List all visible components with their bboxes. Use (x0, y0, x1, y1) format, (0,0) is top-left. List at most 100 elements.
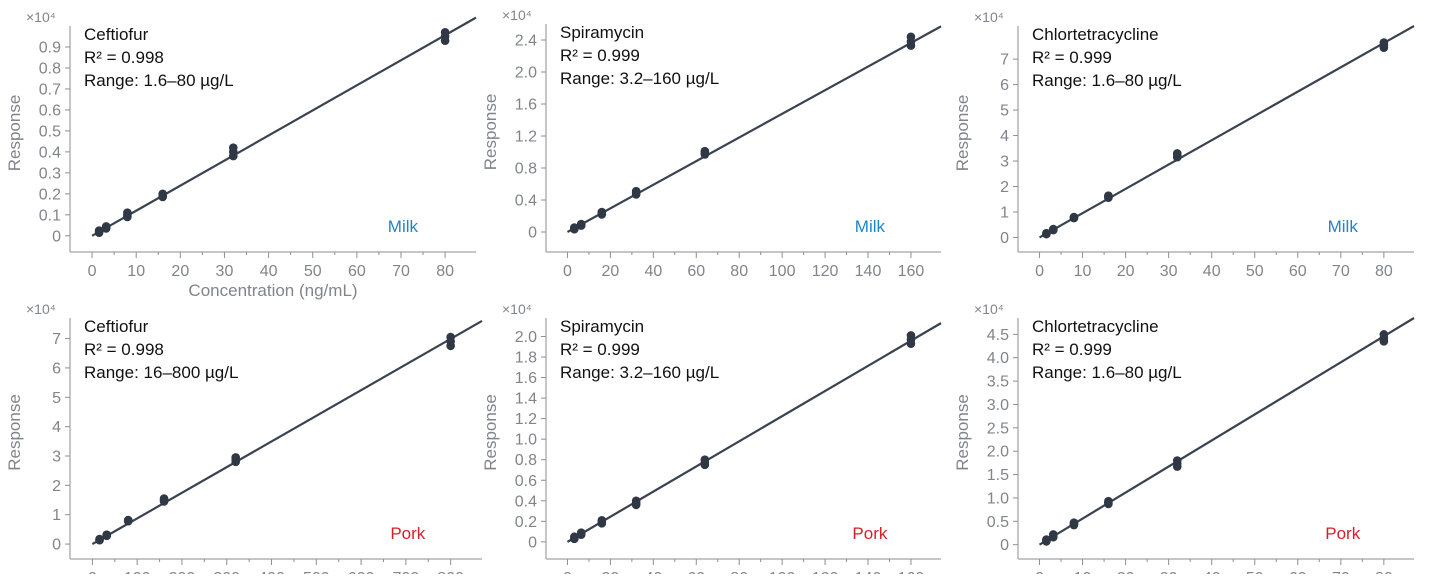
data-point (101, 222, 111, 231)
x-tick-label: 50 (1246, 570, 1264, 574)
x-tick-label: 40 (644, 570, 662, 574)
x-tick-label: 50 (1246, 263, 1264, 280)
y-tick-label: 1.4 (515, 391, 537, 408)
compound-title: Chlortetracycline (1032, 25, 1159, 44)
y-axis-label: Response (481, 394, 500, 471)
y-axis-label: Response (481, 94, 500, 171)
data-point (228, 143, 238, 152)
data-point (1379, 38, 1389, 47)
x-tick-label: 70 (1332, 570, 1350, 574)
chart-panel-spiramycin-pork: 0 20 40 60 80 100 120 140 160 0 0.2 0.4 0.6 0.8 1.0 1.2… (481, 301, 942, 579)
y-tick-label: 3 (52, 448, 61, 465)
y-tick-label: 0.1 (39, 207, 61, 224)
y-tick-label: 1.6 (515, 97, 537, 114)
chart-panel-chlortetracycline-pork: 0 10 20 30 40 50 60 70 80 0 0.5 1.0 1.5 2.0 2.5 3.0 3.5 4… (953, 301, 1415, 579)
y-tick-label: 2.0 (987, 444, 1009, 461)
r-squared-label: R² = 0.999 (1032, 48, 1112, 67)
data-point (1172, 149, 1182, 158)
x-axis-label: Concentration (ng/mL) (188, 281, 357, 300)
data-point (576, 219, 586, 229)
y-tick-label: 2.5 (987, 420, 1009, 437)
y-tick-label: 3.5 (987, 374, 1009, 391)
y-tick-label: 6 (52, 360, 61, 377)
x-tick-label: 20 (602, 263, 620, 280)
x-tick-label: 0 (1035, 570, 1044, 574)
compound-title: Ceftiofur (84, 25, 149, 44)
y-tick-label: 2 (1000, 179, 1009, 196)
x-tick-label: 60 (687, 263, 705, 280)
y-tick-label: 1.8 (515, 350, 537, 367)
data-point (570, 532, 579, 542)
x-tick-label: 160 (898, 263, 925, 280)
x-tick-label: 160 (898, 570, 925, 574)
y-tick-label: 2.0 (515, 329, 537, 346)
fit-line (1038, 25, 1415, 239)
x-tick-label: 300 (213, 570, 240, 574)
y-tick-label: 0.5 (39, 123, 61, 140)
x-tick-label: 100 (124, 570, 151, 574)
y-axis-multiplier: ×10⁴ (502, 7, 532, 23)
data-point (1069, 212, 1079, 222)
range-label: Range: 1.6–80 µg/L (1032, 363, 1182, 382)
y-tick-label: 1.6 (515, 370, 537, 387)
data-point (94, 226, 104, 235)
fit-line (1038, 317, 1415, 546)
y-tick-label: 0.4 (515, 193, 537, 210)
y-tick-label: 4 (1000, 128, 1009, 145)
chart-panel-ceftiofur-pork: 0 100 200 300 400 500 600 700 800 0 1 2 3 4 5 6 7 ×10⁴ Res… (5, 301, 483, 579)
x-tick-label: 0 (88, 570, 97, 574)
y-tick-label: 0 (1000, 537, 1009, 554)
y-tick-label: 2 (52, 478, 61, 495)
y-tick-label: 0.8 (39, 60, 61, 77)
y-tick-label: 2.0 (515, 65, 537, 82)
y-tick-label: 1.0 (515, 432, 537, 449)
data-point (123, 208, 132, 218)
x-tick-label: 400 (258, 570, 285, 574)
x-tick-label: 800 (437, 570, 464, 574)
y-tick-label: 0.3 (39, 165, 61, 182)
y-tick-label: 0 (528, 534, 537, 551)
x-tick-label: 20 (1117, 263, 1135, 280)
matrix-label: Pork (852, 524, 887, 543)
y-axis-multiplier: ×10⁴ (974, 301, 1004, 317)
data-point (631, 186, 641, 196)
x-tick-label: 140 (855, 570, 882, 574)
r-squared-label: R² = 0.999 (1032, 340, 1112, 359)
x-tick-label: 120 (812, 570, 839, 574)
y-tick-label: 3 (1000, 154, 1009, 171)
x-tick-label: 30 (216, 263, 234, 280)
x-tick-label: 60 (687, 570, 705, 574)
data-point (1104, 496, 1113, 506)
r-squared-label: R² = 0.998 (84, 340, 164, 359)
y-tick-label: 0.5 (987, 514, 1009, 531)
x-tick-label: 0 (563, 570, 572, 574)
x-tick-label: 60 (1289, 263, 1307, 280)
matrix-label: Milk (388, 217, 419, 236)
range-label: Range: 16–800 µg/L (84, 363, 238, 382)
y-axis-multiplier: ×10⁴ (974, 9, 1004, 25)
x-tick-label: 20 (602, 570, 620, 574)
data-point (446, 332, 455, 342)
data-point (1104, 191, 1113, 200)
y-tick-label: 7 (52, 331, 61, 348)
y-axis-multiplier: ×10⁴ (502, 301, 532, 317)
data-point (231, 453, 240, 462)
x-tick-label: 40 (1203, 263, 1221, 280)
range-label: Range: 1.6–80 µg/L (1032, 71, 1182, 90)
x-tick-label: 80 (1375, 570, 1393, 574)
y-tick-label: 0 (1000, 230, 1009, 247)
matrix-label: Pork (1325, 524, 1360, 543)
data-point (158, 189, 167, 199)
compound-title: Ceftiofur (84, 317, 149, 336)
r-squared-label: R² = 0.999 (560, 340, 640, 359)
y-tick-label: 4.5 (987, 327, 1009, 344)
y-axis-label: Response (953, 95, 972, 172)
range-label: Range: 1.6–80 µg/L (84, 71, 234, 90)
x-tick-label: 80 (730, 263, 748, 280)
x-tick-label: 120 (812, 263, 839, 280)
y-tick-label: 0 (52, 228, 61, 245)
x-tick-label: 700 (393, 570, 420, 574)
fit-line (91, 16, 477, 237)
